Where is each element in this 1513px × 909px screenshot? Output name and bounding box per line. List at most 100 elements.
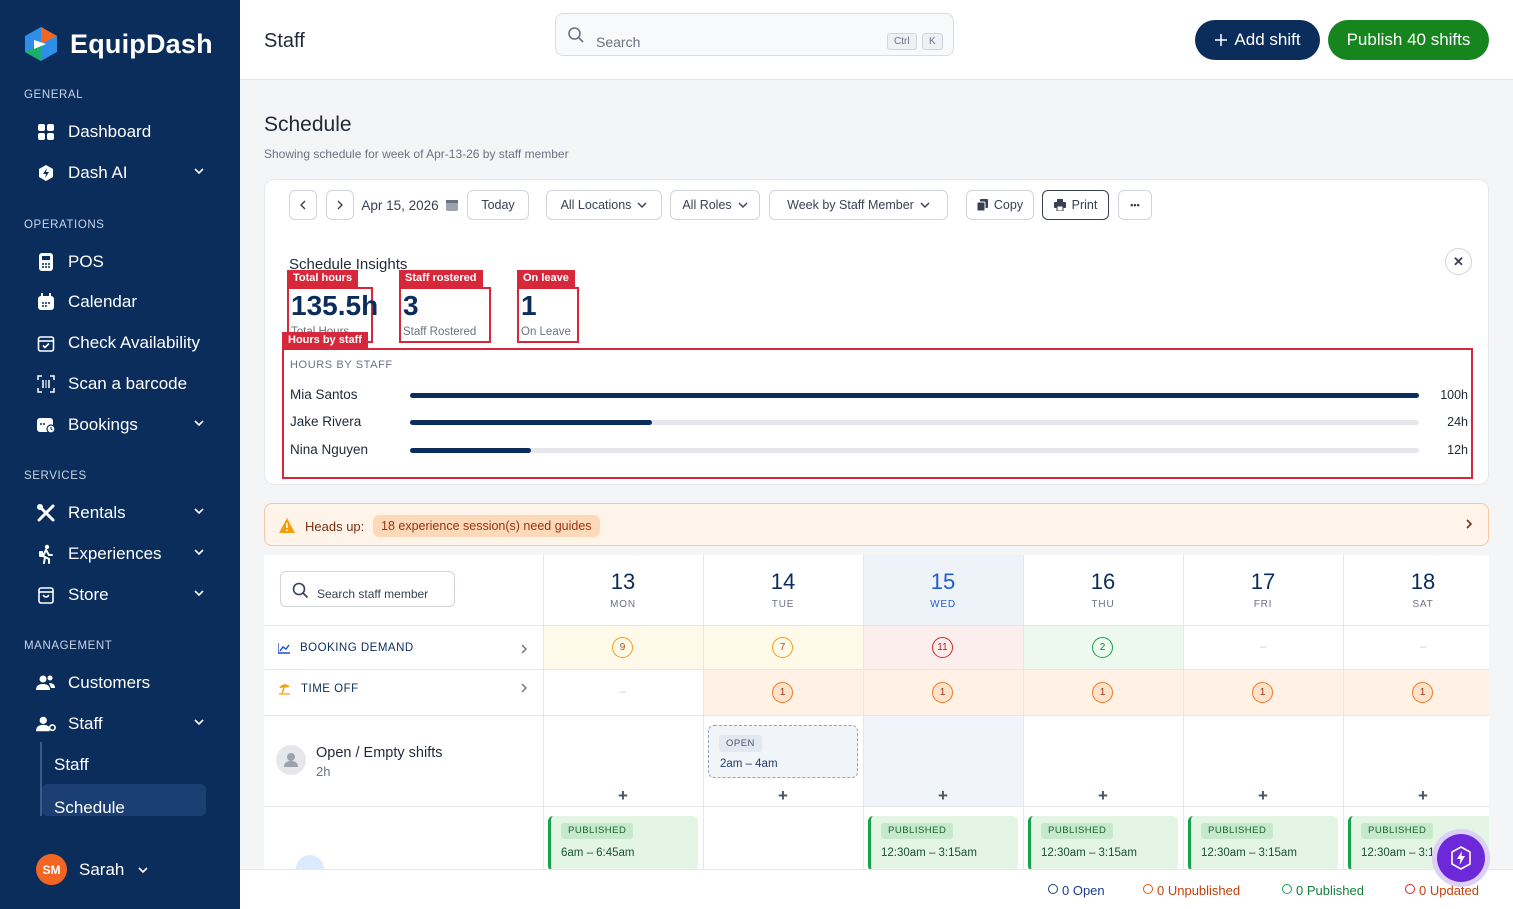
staff-name: Nina Nguyen [290,442,369,457]
add-shift-thu-button[interactable]: + [1098,786,1108,805]
sidebar-subitem-schedule[interactable]: Schedule [42,784,206,817]
day-header-wed: 15 WED [863,555,1023,625]
timeoff-badge[interactable]: 1 [1092,682,1113,703]
add-shift-sat-button[interactable]: + [1418,786,1428,805]
legend-ring-icon [1405,884,1415,894]
chevron-right-icon[interactable] [520,643,528,655]
hours-bar-fill [410,393,1419,398]
published-badge: PUBLISHED [561,823,634,839]
stat-tag-total-hours: Total hours [287,270,359,287]
timeoff-badge[interactable]: 1 [772,682,793,703]
day-header-thu: 16 THU [1023,555,1183,625]
sidebar-item-scan-barcode[interactable]: Scan a barcode [36,367,216,401]
schedule-controls-card: Apr 15, 2026 Today All Locations All Rol… [264,179,1489,485]
sidebar-item-bookings[interactable]: Bookings [36,408,216,442]
chevron-down-icon[interactable] [192,504,206,518]
sidebar-item-check-availability[interactable]: Check Availability [36,326,216,360]
published-badge: PUBLISHED [1361,823,1434,839]
section-management: MANAGEMENT [24,640,113,652]
sidebar-item-dashboard[interactable]: Dashboard [36,115,216,149]
time-off-row-label[interactable]: TIME OFF [278,683,359,695]
today-button[interactable]: Today [467,190,529,220]
published-shift-card[interactable]: PUBLISHED 6am – 6:45am [548,816,698,869]
sidebar: EquipDash GENERAL Dashboard Dash AI OPER… [0,0,240,909]
day-header-mon: 13 MON [543,555,703,625]
sidebar-item-staff[interactable]: Staff [36,707,216,741]
chevron-down-icon[interactable] [192,164,206,178]
timeoff-badge[interactable]: 1 [932,682,953,703]
published-shift-card[interactable]: PUBLISHED 12:30am – 3:15am [1188,816,1338,869]
copy-button[interactable]: Copy [966,190,1034,220]
demand-badge[interactable]: 2 [1092,637,1113,658]
sidebar-item-label: Staff [68,714,103,733]
sidebar-subitem-staff[interactable]: Staff [54,755,89,774]
legend-open-text: 0 Open [1062,883,1105,898]
day-number: 14 [770,569,796,594]
topbar: Staff Search Ctrl K Add shift Publish 40… [240,0,1513,80]
chevron-down-icon[interactable] [192,586,206,600]
open-shift-card[interactable]: OPEN 2am – 4am [708,725,858,778]
add-shift-mon-button[interactable]: + [618,786,628,805]
locations-select[interactable]: All Locations [546,190,662,220]
print-button[interactable]: Print [1042,190,1109,220]
chevron-down-icon[interactable] [192,545,206,559]
open-badge: OPEN [719,735,762,752]
add-shift-fri-button[interactable]: + [1258,786,1268,805]
date-picker[interactable]: Apr 15, 2026 [361,190,459,220]
publish-shifts-button[interactable]: Publish 40 shifts [1328,20,1489,60]
chevron-left-icon [300,200,306,210]
search-input[interactable]: Search Ctrl K [555,13,954,56]
view-select[interactable]: Week by Staff Member [769,190,948,220]
hiking-person-icon [36,544,56,564]
staff-search-input[interactable]: Search staff member [280,571,455,607]
sidebar-item-dash-ai[interactable]: Dash AI [36,156,216,190]
more-options-button[interactable]: ••• [1118,190,1152,220]
heads-up-banner[interactable]: Heads up: 18 experience session(s) need … [264,503,1489,546]
sidebar-item-calendar[interactable]: Calendar [36,285,216,319]
add-shift-wed-button[interactable]: + [938,786,948,805]
chevron-right-icon[interactable] [520,682,528,694]
add-shift-tue-button[interactable]: + [778,786,788,805]
booking-demand-row-label[interactable]: BOOKING DEMAND [278,642,414,654]
day-of-week: WED [930,599,956,610]
demand-badge[interactable]: 9 [612,637,633,658]
stat-label: On Leave [521,326,571,338]
day-header-fri: 17 FRI [1183,555,1343,625]
sidebar-item-pos[interactable]: POS [36,245,216,279]
published-shift-card[interactable]: PUBLISHED 12:30am – 3:15am [868,816,1018,869]
timeoff-badge[interactable]: 1 [1412,682,1433,703]
sidebar-item-label: Customers [68,673,151,692]
add-shift-button[interactable]: Add shift [1195,20,1320,60]
grid-col-line [1343,555,1344,869]
on-leave-stat: 1 On Leave [517,287,579,343]
sidebar-item-label: Rentals [68,503,126,522]
prev-week-button[interactable] [289,190,317,220]
chevron-down-icon[interactable] [192,715,206,729]
close-icon: ✕ [1453,253,1464,269]
next-week-button[interactable] [326,190,354,220]
sidebar-item-customers[interactable]: Customers [36,666,216,700]
published-shift-card[interactable]: PUBLISHED 12:30am – 3:15am [1028,816,1178,869]
legend-open: 0 Open [1048,883,1105,898]
ai-assistant-button[interactable] [1437,834,1485,882]
sidebar-item-rentals[interactable]: Rentals [36,496,216,530]
grid-col-line [863,555,864,869]
sidebar-item-store[interactable]: Store [36,578,216,612]
demand-badge[interactable]: 7 [772,637,793,658]
sidebar-item-label: Check Availability [68,333,200,352]
user-menu[interactable]: SM Sarah [36,854,150,885]
roles-select[interactable]: All Roles [670,190,760,220]
hours-bar-fill [410,420,653,425]
timeoff-badge[interactable]: 1 [1252,682,1273,703]
grid-row-line [264,669,1489,670]
brand[interactable]: EquipDash [22,24,213,64]
close-insights-button[interactable]: ✕ [1445,248,1472,275]
legend-updated: 0 Updated [1405,883,1479,898]
chevron-down-icon[interactable] [136,863,150,877]
published-shift-time: 6am – 6:45am [561,847,635,859]
demand-badge[interactable]: 11 [932,637,953,658]
chevron-down-icon[interactable] [192,416,206,430]
sidebar-item-experiences[interactable]: Experiences [36,537,216,571]
grid-row-line [264,806,1489,807]
stat-label: Staff Rostered [403,326,477,338]
